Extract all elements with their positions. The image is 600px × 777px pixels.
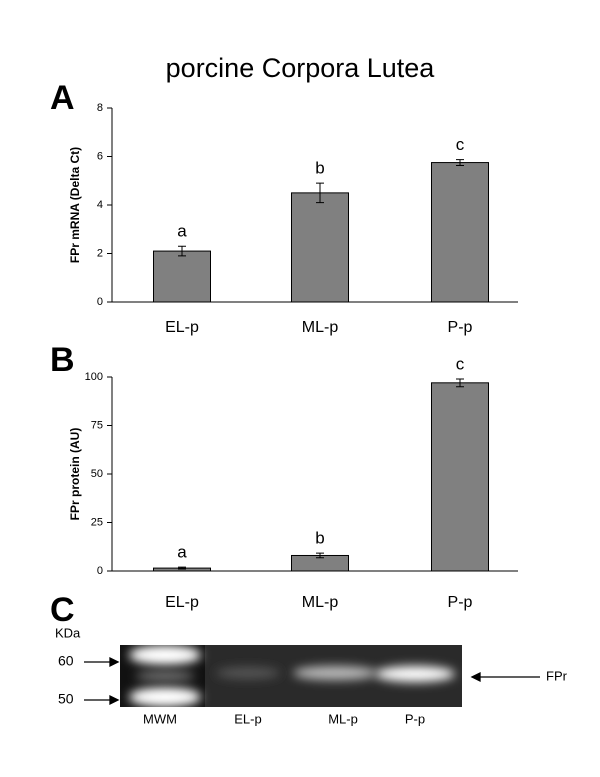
- y-tick-label: 50: [91, 468, 103, 480]
- lane-label: ML-p: [328, 711, 358, 726]
- marker-label: 60: [58, 653, 74, 669]
- bar: [431, 382, 489, 572]
- x-tick-label: P-p: [448, 319, 473, 336]
- arrows: [84, 656, 540, 706]
- x-tick-label: EL-p: [165, 319, 199, 336]
- annotation: b: [315, 159, 324, 178]
- unit-label: KDa: [55, 625, 81, 640]
- y-tick-label: 6: [97, 150, 103, 162]
- error-bar: [456, 159, 464, 166]
- annotation: a: [177, 222, 187, 241]
- panel-letter: B: [50, 341, 75, 379]
- annotation: c: [456, 354, 465, 373]
- y-tick-label: 75: [91, 419, 103, 431]
- panel-letter: A: [50, 79, 75, 117]
- annotation: c: [456, 135, 465, 154]
- y-tick-label: 100: [85, 371, 103, 383]
- error-bar: [316, 552, 324, 559]
- annotation: b: [315, 529, 324, 548]
- error-bar: [316, 182, 324, 204]
- y-tick-label: 0: [97, 565, 103, 577]
- y-tick-label: 2: [97, 247, 103, 259]
- error-bar: [178, 566, 186, 570]
- annotation: a: [177, 543, 187, 562]
- bar: [291, 192, 349, 303]
- bar: [153, 250, 211, 303]
- figure-title: porcine Corpora Lutea: [166, 53, 436, 83]
- y-tick-label: 8: [97, 102, 103, 114]
- bar: [431, 162, 489, 303]
- marker-label: 50: [58, 691, 74, 707]
- x-tick-label: P-p: [448, 594, 473, 611]
- band-label: FPr: [546, 668, 568, 683]
- lane-label: MWM: [143, 711, 177, 726]
- blot-image: [120, 645, 462, 707]
- panel-letter: C: [50, 591, 75, 629]
- y-axis-label: FPr protein (AU): [68, 428, 82, 521]
- x-tick-label: ML-p: [302, 594, 339, 611]
- y-tick-label: 0: [97, 296, 103, 308]
- x-tick-label: ML-p: [302, 319, 339, 336]
- y-axis-label: FPr mRNA (Delta Ct): [68, 147, 82, 263]
- x-tick-label: EL-p: [165, 594, 199, 611]
- error-bar: [178, 245, 186, 257]
- lane-label: EL-p: [234, 711, 261, 726]
- error-bar: [456, 378, 464, 388]
- y-tick-label: 4: [97, 199, 103, 211]
- y-tick-label: 25: [91, 516, 103, 528]
- lane-label: P-p: [405, 711, 425, 726]
